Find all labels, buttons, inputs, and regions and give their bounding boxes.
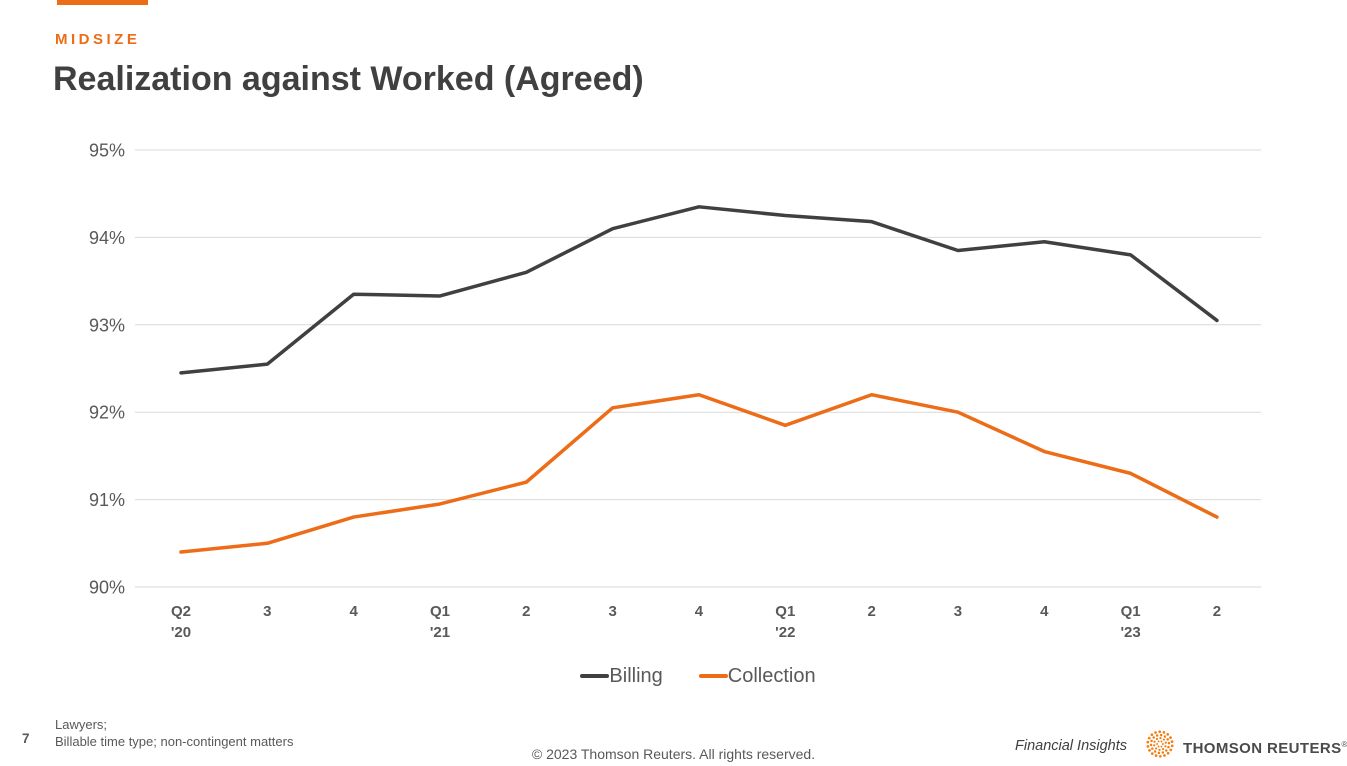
thomson-reuters-wordmark: THOMSON REUTERS® (1183, 740, 1347, 757)
x-axis-tick: Q1 (430, 603, 450, 620)
logo-dot (1164, 741, 1167, 744)
series-line-collection (179, 392, 1219, 554)
logo-dot (1158, 730, 1162, 734)
footnote-line-1: Lawyers; (55, 717, 108, 732)
series-line-billing (179, 205, 1219, 375)
section-eyebrow: MIDSIZE (55, 31, 141, 48)
x-axis-tick: Q2 (171, 603, 191, 620)
logo-dot (1157, 740, 1160, 743)
logo-dot (1161, 751, 1165, 754)
logo-dot (1146, 740, 1150, 744)
logo-dot (1167, 745, 1170, 749)
x-axis-tick: '22 (775, 624, 795, 641)
logo-dot (1169, 748, 1173, 752)
x-axis-tick: 3 (263, 603, 271, 620)
logo-dot (1151, 747, 1154, 750)
logo-dot (1152, 736, 1155, 739)
logo-dot (1161, 747, 1165, 751)
logo-dot (1159, 737, 1162, 740)
x-axis-tick: 4 (1040, 603, 1049, 620)
x-axis-tick: 2 (522, 603, 530, 620)
logo-dot (1150, 752, 1154, 755)
accent-top-bar (57, 0, 148, 5)
page-title: Realization against Worked (Agreed) (53, 60, 644, 98)
x-axis-tick: 4 (349, 603, 358, 620)
x-axis-tick: '20 (171, 624, 191, 641)
legend-label-collection: Collection (727, 664, 816, 687)
logo-dot (1164, 745, 1167, 748)
x-axis-tick: 3 (608, 603, 616, 620)
legend-item-collection: Collection (698, 664, 816, 688)
collection-line-swatch (698, 674, 728, 678)
logo-dot (1159, 733, 1163, 737)
logo-dot (1155, 737, 1159, 741)
x-axis-tick: '23 (1120, 624, 1140, 641)
logo-dot (1166, 733, 1170, 736)
logo-dot (1169, 736, 1172, 739)
logo-dot (1154, 754, 1158, 757)
logo-dot (1166, 738, 1169, 741)
thomson-reuters-logo-icon (1146, 730, 1174, 758)
logo-dot (1150, 739, 1153, 743)
y-axis-tick: 92% (89, 403, 125, 423)
logo-dot (1157, 745, 1160, 748)
logo-dot (1158, 748, 1161, 751)
page-number: 7 (22, 731, 30, 746)
logo-dot (1148, 749, 1151, 752)
y-axis-tick: 91% (89, 490, 125, 510)
logo-dot (1149, 743, 1153, 747)
y-axis-tick: 95% (89, 141, 125, 161)
y-axis-tick: 93% (89, 315, 125, 335)
legend-item-billing: Billing (580, 664, 663, 688)
wordmark-text: THOMSON REUTERS (1183, 740, 1342, 757)
footnote: Lawyers; Billable time type; non-conting… (55, 716, 293, 750)
logo-dot (1170, 740, 1174, 743)
x-axis-tick: 3 (954, 603, 962, 620)
logo-dot (1167, 741, 1171, 745)
x-axis-tick: Q1 (1121, 603, 1141, 620)
logo-dot (1161, 743, 1164, 745)
logo-dot (1163, 735, 1167, 738)
logo-dot (1160, 740, 1163, 743)
footnote-line-2: Billable time type; non-contingent matte… (55, 734, 294, 749)
x-axis-tick: 2 (1213, 603, 1221, 620)
logo-dot (1153, 744, 1156, 747)
logo-dot (1155, 747, 1158, 750)
logo-dot (1162, 731, 1166, 734)
logo-dot (1160, 745, 1163, 748)
logo-dot (1157, 751, 1161, 755)
logo-dot (1158, 754, 1162, 758)
chart-legend: Billing Collection (135, 661, 1261, 691)
product-name: Financial Insights (1015, 738, 1128, 754)
logo-dot (1166, 751, 1170, 755)
logo-dot (1153, 740, 1156, 743)
logo-dot (1170, 744, 1174, 748)
logo-dot (1153, 750, 1157, 753)
logo-dot (1146, 745, 1150, 748)
logo-dot (1147, 736, 1151, 740)
x-axis-tick: Q1 (775, 603, 795, 620)
logo-dot (1156, 743, 1159, 745)
legend-label-billing: Billing (609, 664, 663, 687)
x-axis-tick: 2 (867, 603, 875, 620)
logo-dot (1150, 733, 1154, 737)
x-axis-tick: 4 (695, 603, 704, 620)
logo-dot (1163, 754, 1166, 757)
copyright-notice: © 2023 Thomson Reuters. All rights reser… (531, 746, 816, 762)
logo-dot (1154, 731, 1157, 734)
y-axis-tick: 94% (89, 228, 125, 248)
y-axis-tick: 90% (89, 578, 125, 598)
x-axis-tick: '21 (430, 624, 450, 641)
logo-dot (1165, 749, 1168, 752)
logo-dot (1155, 734, 1159, 737)
registered-mark: ® (1341, 740, 1347, 749)
logo-dot (1162, 738, 1165, 741)
billing-line-swatch (580, 674, 610, 678)
